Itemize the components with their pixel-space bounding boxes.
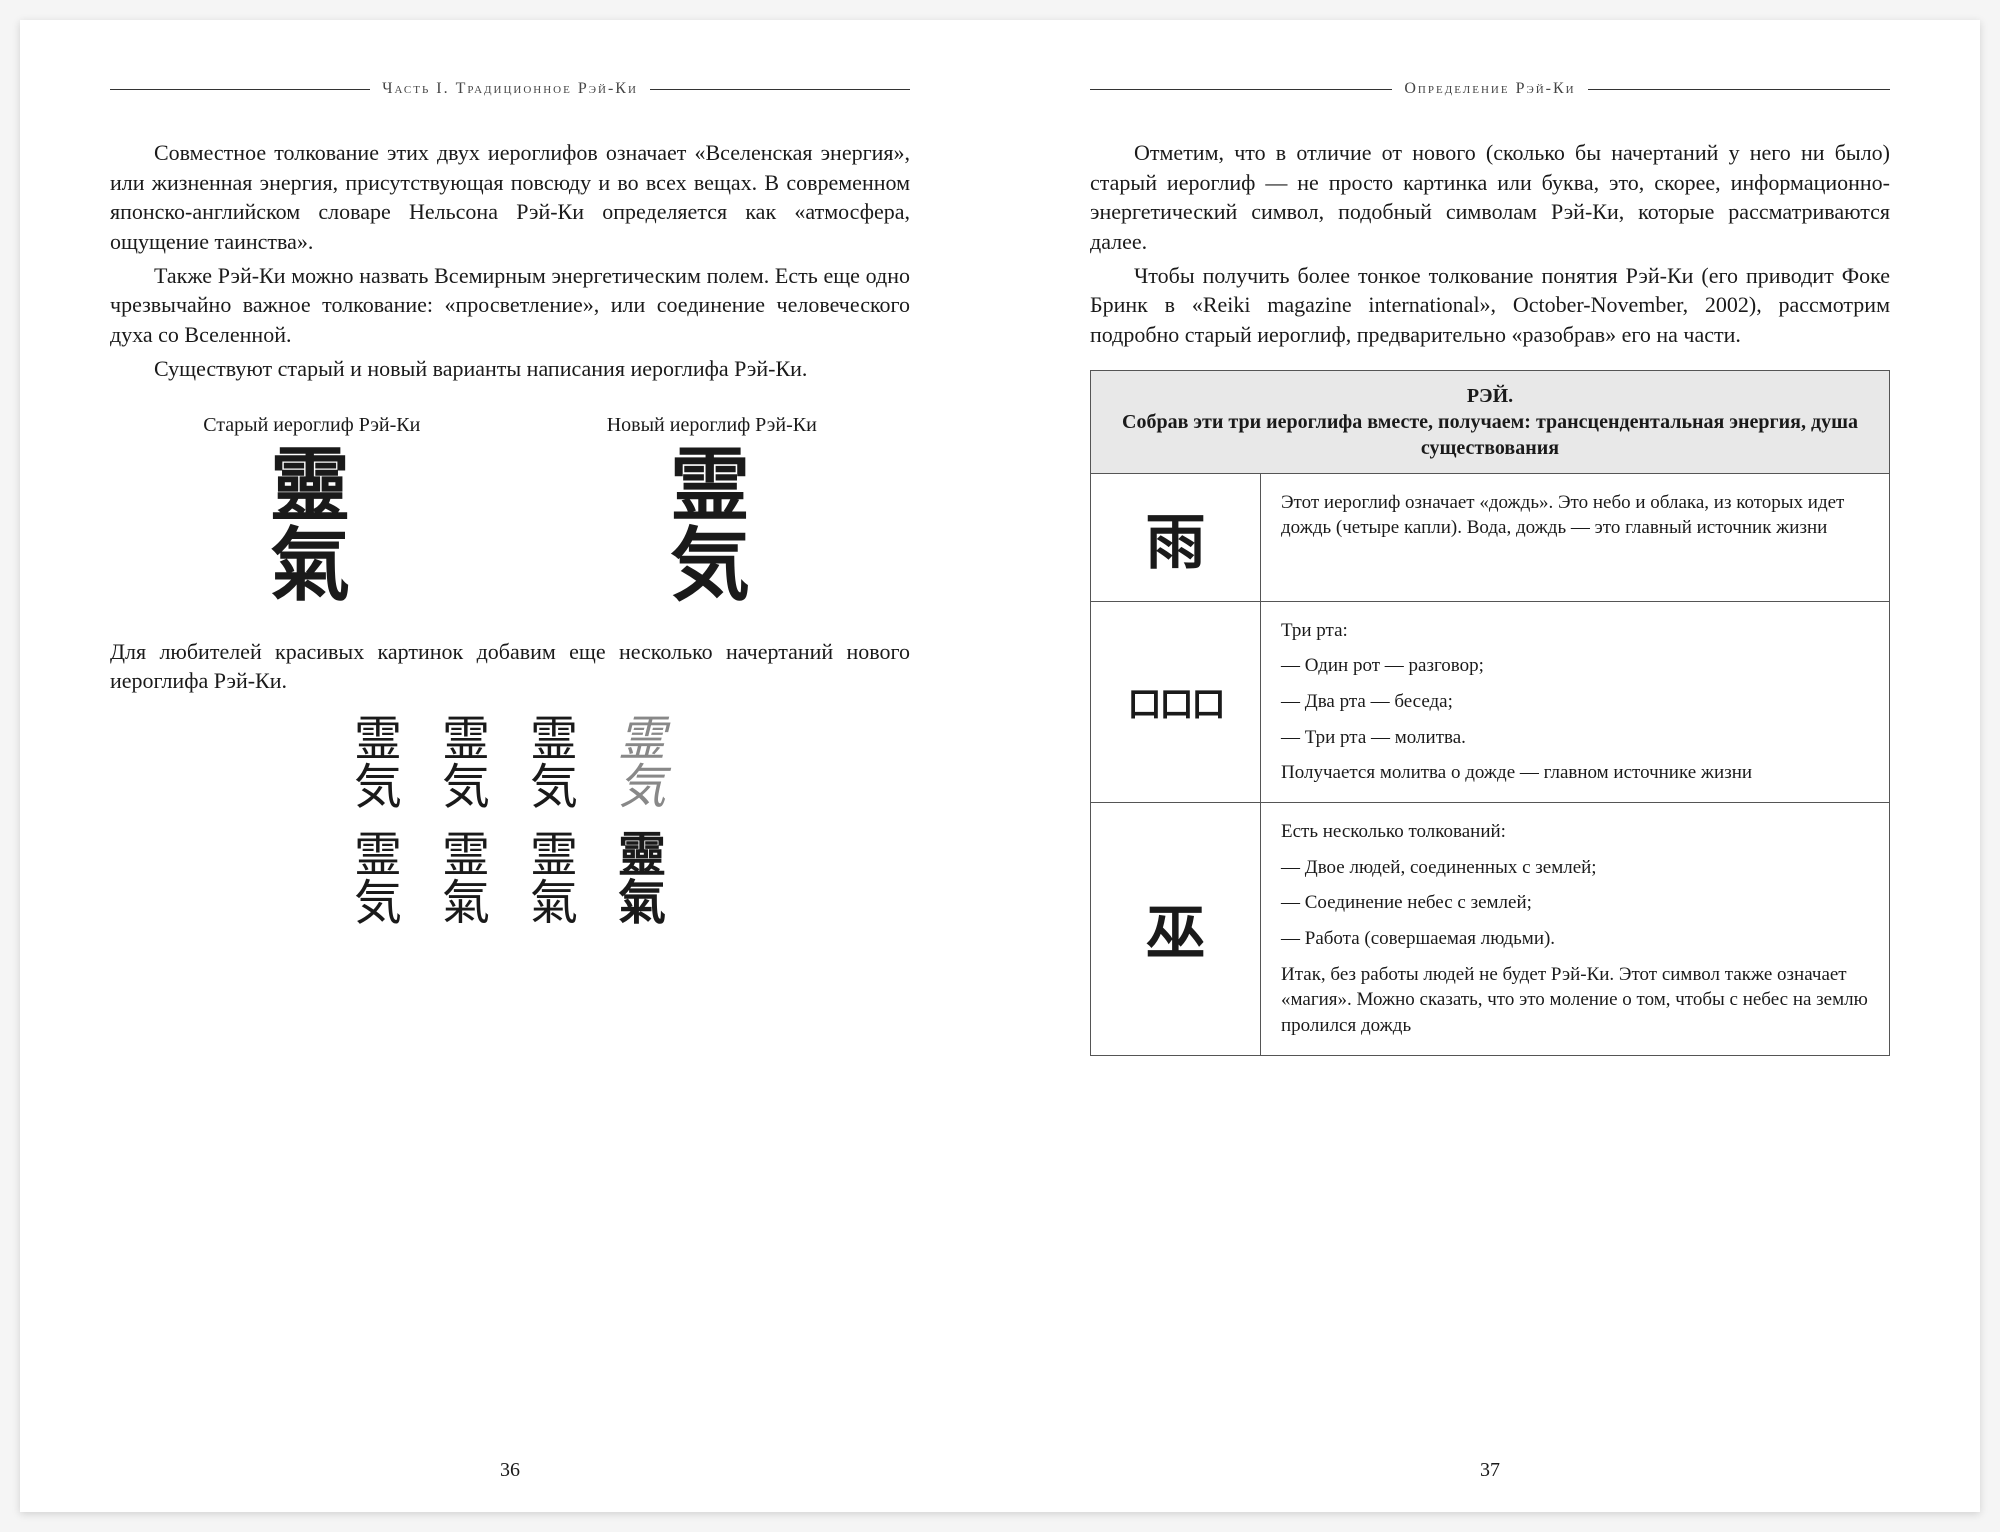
right-header: Определение Рэй-Ки [1090,80,1890,98]
header-rule [1090,89,1392,90]
header-rule [1588,89,1890,90]
variant-glyph: 霊 気 [354,716,402,812]
table-row: 巫 Есть несколько толкований: — Двое люде… [1091,803,1889,1054]
header-rule [110,89,370,90]
left-page: Часть I. Традиционное Рэй-Ки Совместное … [20,20,1000,1512]
variant-glyph: 霊 気 [442,716,490,812]
left-para-2: Также Рэй-Ки можно назвать Всемирным эне… [110,261,910,350]
glyph-shaman-desc: Есть несколько толкований: — Двое людей,… [1261,803,1889,1054]
book-spread: Часть I. Традиционное Рэй-Ки Совместное … [20,20,1980,1512]
glyph-mouths-desc: Три рта: — Один рот — разговор; — Два рт… [1261,602,1889,802]
label-old-hieroglyph: Старый иероглиф Рэй-Ки [203,414,420,437]
right-page: Определение Рэй-Ки Отметим, что в отличи… [1000,20,1980,1512]
desc-text: — Три рта — молитва. [1281,725,1869,751]
hieroglyph-row: 靈 氣 霊 気 [110,447,910,607]
hieroglyph-labels: Старый иероглиф Рэй-Ки Новый иероглиф Рэ… [110,414,910,437]
desc-text: — Один рот — разговор; [1281,653,1869,679]
hieroglyph-table: РЭЙ. Собрав эти три иероглифа вместе, по… [1090,370,1890,1056]
page-number-right: 37 [1480,1459,1500,1482]
desc-text: Есть несколько толкований: [1281,819,1869,845]
desc-text: Этот иероглиф означает «дождь». Это небо… [1281,490,1869,541]
header-rule [650,89,910,90]
desc-text: — Соединение небес с землей; [1281,890,1869,916]
page-number-left: 36 [500,1459,520,1482]
table-row: 雨 Этот иероглиф означает «дождь». Это не… [1091,474,1889,602]
old-hieroglyph: 靈 氣 [270,447,350,607]
right-para-2: Чтобы получить более тонкое толкование п… [1090,261,1890,350]
table-subtitle: Собрав эти три иероглифа вместе, получае… [1111,409,1869,461]
desc-text: Получается молитва о дожде — главном ист… [1281,760,1869,786]
variant-row-2: 霊 気 霊 氣 霊 氣 靈 氣 [354,832,666,928]
variant-block: 霊 気 霊 気 霊 気 霊 気 霊 気 霊 氣 霊 氣 靈 氣 [110,716,910,928]
table-title: РЭЙ. [1111,383,1869,409]
variant-glyph: 霊 氣 [530,832,578,928]
variant-glyph: 霊 気 [354,832,402,928]
label-new-hieroglyph: Новый иероглиф Рэй-Ки [607,414,817,437]
glyph-rain-desc: Этот иероглиф означает «дождь». Это небо… [1261,474,1889,601]
glyph-mouths: 口口口 [1091,602,1261,802]
desc-text: — Два рта — беседа; [1281,689,1869,715]
variant-glyph: 霊 気 [530,716,578,812]
desc-text: Три рта: [1281,618,1869,644]
right-header-text: Определение Рэй-Ки [1404,80,1575,98]
table-row: 口口口 Три рта: — Один рот — разговор; — Дв… [1091,602,1889,803]
left-para-1: Совместное толкование этих двух иероглиф… [110,138,910,257]
desc-text: Итак, без работы людей не будет Рэй-Ки. … [1281,962,1869,1039]
desc-text: — Работа (совершаемая людьми). [1281,926,1869,952]
new-hieroglyph: 霊 気 [670,447,750,607]
variant-glyph: 霊 氣 [442,832,490,928]
table-header: РЭЙ. Собрав эти три иероглифа вместе, по… [1091,371,1889,474]
variant-row-1: 霊 気 霊 気 霊 気 霊 気 [354,716,666,812]
left-header-text: Часть I. Традиционное Рэй-Ки [382,80,638,98]
left-para-3: Существуют старый и новый варианты напис… [110,354,910,384]
left-para-4: Для любителей красивых картинок добавим … [110,637,910,696]
glyph-rain: 雨 [1091,474,1261,601]
desc-text: — Двое людей, соединенных с землей; [1281,855,1869,881]
variant-glyph: 靈 氣 [618,832,666,928]
variant-glyph: 霊 気 [618,716,666,812]
right-para-1: Отметим, что в отличие от нового (скольк… [1090,138,1890,257]
glyph-shaman: 巫 [1091,803,1261,1054]
left-header: Часть I. Традиционное Рэй-Ки [110,80,910,98]
